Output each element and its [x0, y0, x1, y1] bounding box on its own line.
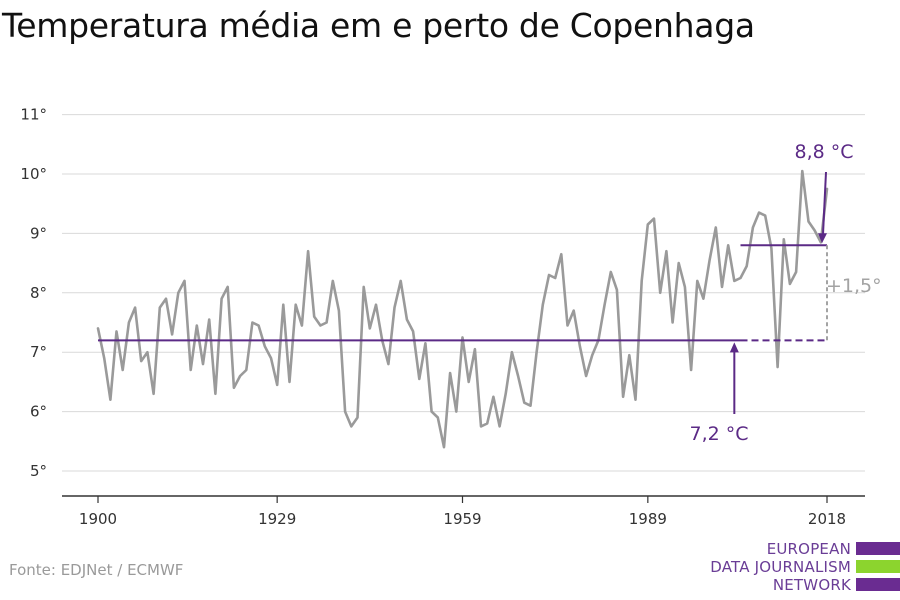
logo-line-2: DATA JOURNALISM: [710, 558, 851, 576]
y-tick-label: 7°: [30, 343, 47, 361]
logo-bar-purple-bottom: [856, 578, 900, 591]
label-difference: +1,5°: [826, 275, 882, 297]
logo-line-1: EUROPEAN: [766, 540, 851, 558]
y-tick-label: 8°: [30, 284, 47, 302]
y-tick-label: 11°: [20, 106, 47, 124]
logo-bar-purple-top: [856, 542, 900, 555]
x-axis: 1900 1929 1959 1989 2018: [62, 495, 865, 528]
annotations: 7,2 °C 8,8 °C +1,5°: [689, 141, 881, 445]
x-tick-label: 1929: [258, 510, 296, 528]
series-line: [96, 169, 829, 449]
arrow-recent-head: [818, 233, 827, 244]
reference-lines: [98, 244, 828, 342]
gridlines: [62, 114, 865, 472]
x-tick-label: 1900: [79, 510, 117, 528]
x-tick-label: 1989: [629, 510, 667, 528]
y-tick-label: 10°: [20, 165, 47, 183]
label-recent-temp: 8,8 °C: [794, 141, 853, 163]
y-axis-tick-labels: 5° 6° 7° 8° 9° 10° 11°: [20, 106, 47, 480]
chart-title: Temperatura média em e perto de Copenhag…: [2, 6, 755, 45]
edjnet-logo[interactable]: EUROPEAN DATA JOURNALISM NETWORK: [700, 540, 900, 598]
series-temperature: [96, 169, 829, 449]
x-tick-label: 2018: [808, 510, 846, 528]
y-tick-label: 9°: [30, 224, 47, 242]
logo-bar-green: [856, 560, 900, 573]
label-baseline-temp: 7,2 °C: [689, 423, 748, 445]
source-note: Fonte: EDJNet / ECMWF: [9, 561, 184, 579]
y-tick-label: 5°: [30, 462, 47, 480]
logo-line-3: NETWORK: [772, 576, 851, 594]
arrow-recent-shaft: [822, 171, 827, 235]
y-tick-label: 6°: [30, 403, 47, 421]
x-tick-label: 1959: [443, 510, 481, 528]
arrow-baseline-head: [729, 342, 739, 353]
